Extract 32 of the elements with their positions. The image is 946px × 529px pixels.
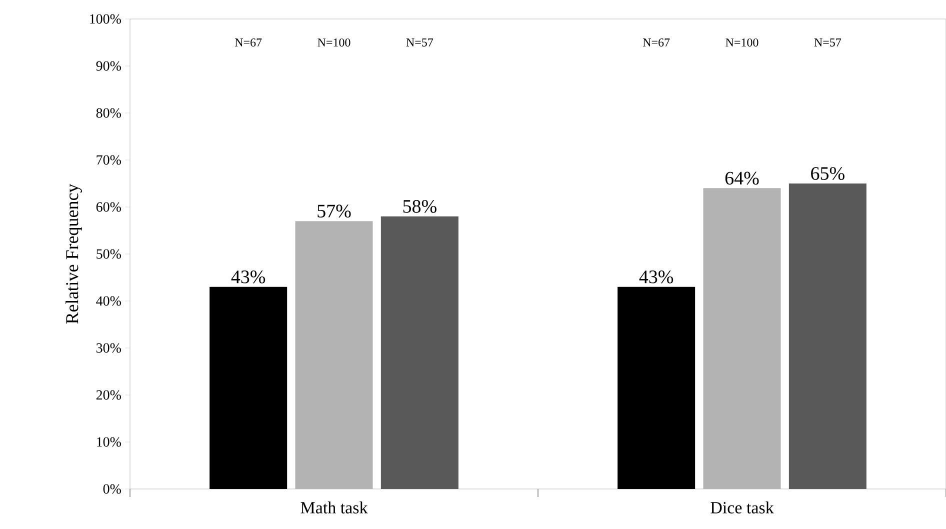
annotation: N=67 <box>234 38 262 47</box>
data-label: 58% <box>403 200 436 213</box>
annotation: N=100 <box>726 38 758 47</box>
bar <box>295 221 373 489</box>
data-label: 43% <box>231 270 266 284</box>
y-axis-title: Relative Frequency <box>66 184 82 324</box>
y-tick-label: 50% <box>96 249 121 259</box>
annotation: N=100 <box>318 38 350 47</box>
y-tick-label: 80% <box>96 108 121 118</box>
y-tick-label: 10% <box>97 437 121 447</box>
bar <box>618 286 696 489</box>
annotation: N=57 <box>814 38 842 46</box>
bar <box>703 188 781 489</box>
y-tick-label: 30% <box>96 343 121 353</box>
y-tick-label: 70% <box>96 155 121 165</box>
y-tick-label: 60% <box>96 202 121 212</box>
annotation: N=57 <box>406 38 434 46</box>
bar <box>210 286 288 489</box>
bar <box>380 216 458 489</box>
y-tick-label: 0% <box>103 484 121 494</box>
annotation: N=67 <box>642 38 670 47</box>
x-tick-label: Dice task <box>710 502 774 514</box>
y-tick-label: 40% <box>96 296 121 306</box>
y-tick-label: 20% <box>96 390 121 400</box>
data-label: 43% <box>639 270 674 284</box>
data-label: 57% <box>318 204 351 218</box>
data-label: 65% <box>811 167 844 180</box>
y-tick-label: 100% <box>90 14 121 24</box>
bar <box>788 183 866 489</box>
y-tick-label: 90% <box>96 61 121 71</box>
data-label: 64% <box>725 172 759 185</box>
x-tick-label: Math task <box>300 502 368 514</box>
